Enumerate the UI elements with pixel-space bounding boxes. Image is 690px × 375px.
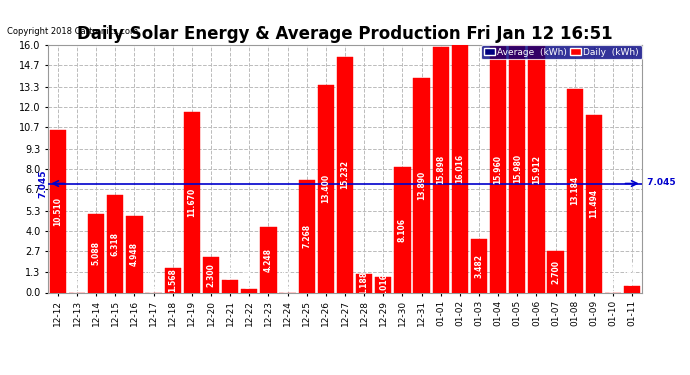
Bar	[452, 45, 468, 292]
Text: 15.912: 15.912	[532, 155, 541, 184]
Text: 1.016: 1.016	[379, 273, 388, 297]
Text: 13.890: 13.890	[417, 171, 426, 200]
Bar	[509, 45, 525, 292]
Bar	[107, 195, 124, 292]
Bar	[126, 216, 143, 292]
Text: 16.016: 16.016	[455, 154, 464, 183]
Text: 0.240: 0.240	[245, 264, 254, 288]
Text: 3.482: 3.482	[475, 254, 484, 278]
Bar	[241, 289, 257, 292]
Text: 0.000: 0.000	[149, 268, 158, 292]
Bar	[50, 130, 66, 292]
Text: 6.318: 6.318	[111, 232, 120, 256]
Text: 4.248: 4.248	[264, 248, 273, 272]
Text: 0.000: 0.000	[609, 268, 618, 292]
Text: 5.088: 5.088	[92, 241, 101, 265]
Bar	[394, 167, 411, 292]
Bar	[222, 280, 238, 292]
Bar	[375, 277, 391, 292]
Text: 7.045: 7.045	[644, 178, 676, 187]
Bar	[433, 46, 449, 292]
Bar	[203, 257, 219, 292]
Bar	[299, 180, 315, 292]
Text: 13.184: 13.184	[570, 176, 579, 205]
Text: 11.670: 11.670	[188, 188, 197, 217]
Legend: Average  (kWh), Daily  (kWh): Average (kWh), Daily (kWh)	[481, 45, 642, 59]
Text: 0.000: 0.000	[72, 268, 81, 292]
Bar	[586, 115, 602, 292]
Text: 1.568: 1.568	[168, 268, 177, 292]
Bar	[165, 268, 181, 292]
Text: 7.268: 7.268	[302, 224, 311, 248]
Bar	[356, 274, 373, 292]
Text: 4.948: 4.948	[130, 242, 139, 266]
Bar	[490, 46, 506, 292]
Text: 15.980: 15.980	[513, 154, 522, 183]
Bar	[413, 78, 430, 292]
Text: 0.812: 0.812	[226, 255, 235, 279]
Bar	[317, 85, 334, 292]
Bar	[260, 227, 277, 292]
Text: 8.106: 8.106	[398, 218, 407, 242]
Bar	[529, 46, 544, 292]
Bar	[547, 251, 564, 292]
Text: 15.232: 15.232	[340, 160, 350, 189]
Text: 2.300: 2.300	[206, 263, 215, 286]
Text: 15.960: 15.960	[493, 154, 502, 183]
Bar	[337, 57, 353, 292]
Text: 7.045: 7.045	[39, 169, 48, 198]
Bar	[88, 214, 104, 292]
Title: Daily Solar Energy & Average Production Fri Jan 12 16:51: Daily Solar Energy & Average Production …	[77, 26, 613, 44]
Text: 0.000: 0.000	[283, 268, 292, 292]
Text: 0.450: 0.450	[628, 261, 637, 285]
Text: 15.898: 15.898	[436, 155, 445, 184]
Bar	[624, 285, 640, 292]
Bar	[471, 238, 487, 292]
Text: 11.494: 11.494	[589, 189, 598, 218]
Text: Copyright 2018 Cartronics.com: Copyright 2018 Cartronics.com	[7, 27, 138, 36]
Text: 10.510: 10.510	[53, 197, 62, 226]
Bar	[566, 88, 583, 292]
Text: 13.400: 13.400	[322, 174, 331, 203]
Text: 1.188: 1.188	[359, 271, 368, 296]
Text: 2.700: 2.700	[551, 260, 560, 284]
Bar	[184, 112, 200, 292]
